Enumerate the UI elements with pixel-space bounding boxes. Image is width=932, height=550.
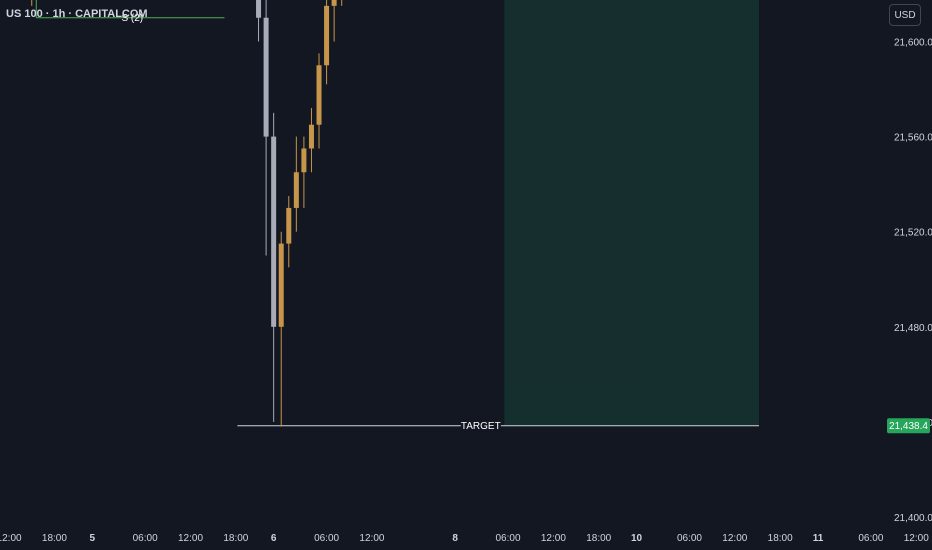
- time-tick-label: 6: [271, 533, 277, 544]
- candle: [263, 0, 269, 256]
- time-axis[interactable]: 12:00 18:00 5 06:00 12:00 18:00 6 06:00 12:00 8 06…: [0, 533, 932, 544]
- price-axis-background: [884, 0, 932, 550]
- price-axis[interactable]: 21,400.021,440.021,480.021,520.021,560.0…: [884, 0, 932, 550]
- time-tick-label: 5: [89, 533, 95, 544]
- time-tick-label: 06:00: [496, 533, 521, 544]
- position-target-zone[interactable]: [504, 0, 760, 426]
- candle-body: [301, 148, 307, 173]
- candle-body: [278, 243, 284, 327]
- candle-body: [324, 5, 330, 66]
- target-price-badge-bg: [887, 418, 930, 434]
- time-tick-label: 8: [452, 533, 458, 544]
- time-tick-label: 12:00: [722, 533, 747, 544]
- time-tick-label: 06:00: [858, 533, 883, 544]
- time-tick-label: 18:00: [42, 533, 67, 544]
- candle-body: [271, 136, 277, 327]
- zones-layer: [504, 0, 760, 426]
- time-tick-label: 12:00: [541, 533, 566, 544]
- candle: [286, 196, 292, 268]
- annotation-labels-layer: BS (1)S (2)MSESTARGET: [121, 13, 501, 432]
- time-tick-label: 06:00: [677, 533, 702, 544]
- candle-body: [331, 0, 337, 6]
- chart-title: US 100 · 1h · CAPITALCOM: [6, 8, 148, 20]
- price-tick-label: 21,400.0: [894, 513, 932, 524]
- s2-label: S (2): [121, 13, 143, 24]
- candle: [324, 0, 330, 85]
- candle: [308, 108, 314, 173]
- candles-layer: [31, 0, 343, 427]
- target-price-badge: 21,438.4: [889, 421, 928, 432]
- price-tick-label: 21,520.0: [894, 228, 932, 239]
- price-tick-label: 21,560.0: [894, 133, 932, 144]
- time-tick-label: 12:00: [904, 533, 929, 544]
- price-tick-label: 21,480.0: [894, 323, 932, 334]
- candle-body: [293, 172, 299, 208]
- currency-button[interactable]: USD: [889, 4, 921, 26]
- target-label: TARGET: [461, 421, 501, 432]
- candle: [301, 136, 307, 208]
- target-label-bg: [460, 419, 501, 432]
- time-tick-label: 10: [631, 533, 643, 544]
- candle: [293, 136, 299, 232]
- candle: [256, 0, 262, 42]
- candle: [278, 231, 284, 427]
- candle-body: [308, 124, 314, 149]
- time-tick-label: 18:00: [586, 533, 611, 544]
- time-tick-label: 12:00: [359, 533, 384, 544]
- candle-body: [256, 0, 262, 18]
- candle: [271, 112, 277, 422]
- candle: [316, 53, 322, 149]
- candle-body: [316, 65, 322, 125]
- time-tick-label: 06:00: [314, 533, 339, 544]
- time-tick-label: 06:00: [133, 533, 158, 544]
- candle-body: [286, 207, 292, 244]
- candle-body: [263, 17, 269, 137]
- time-tick-label: 18:00: [223, 533, 248, 544]
- time-tick-label: 11: [813, 533, 824, 544]
- time-tick-label: 18:00: [768, 533, 793, 544]
- price-tick-label: 21,600.0: [894, 38, 932, 49]
- time-tick-label: 12:00: [178, 533, 203, 544]
- candle: [331, 0, 337, 42]
- time-tick-label: 12:00: [0, 533, 22, 544]
